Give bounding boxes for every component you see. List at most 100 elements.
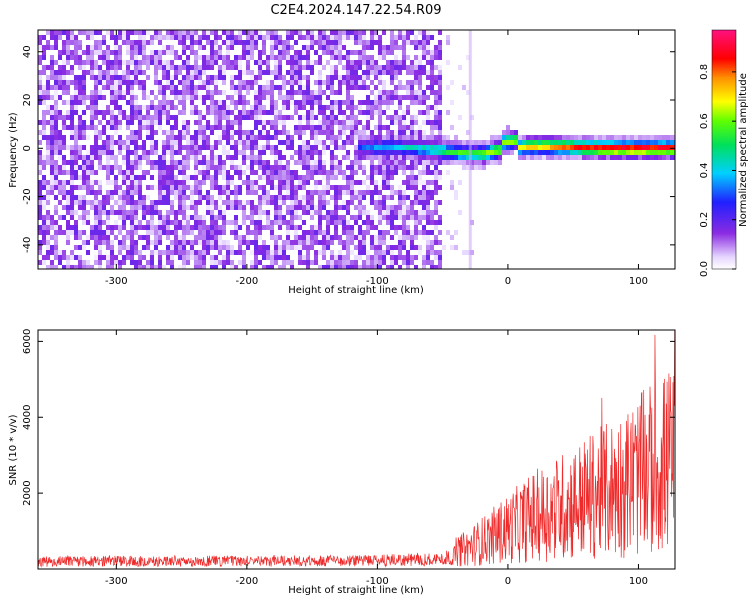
spectrogram-cell bbox=[62, 215, 66, 220]
spectrogram-cell bbox=[602, 150, 606, 155]
spectrogram-cell bbox=[482, 155, 486, 160]
spectrogram-cell bbox=[342, 45, 346, 50]
spectrogram-cell bbox=[342, 265, 346, 269]
spectrogram-cell bbox=[222, 215, 226, 220]
spectrogram-cell bbox=[98, 145, 102, 150]
spectrogram-cell bbox=[286, 130, 290, 135]
spectrogram-cell bbox=[318, 95, 322, 100]
spectrogram-cell bbox=[450, 160, 454, 165]
spectrogram-cell bbox=[414, 200, 418, 205]
spectrogram-cell bbox=[178, 80, 182, 85]
spectrogram-cell bbox=[398, 70, 402, 75]
spectrogram-cell bbox=[106, 175, 110, 180]
spectrogram-cell bbox=[438, 55, 442, 60]
spectrogram-cell bbox=[122, 70, 126, 75]
spectrogram-cell bbox=[374, 105, 378, 110]
spectrogram-cell bbox=[370, 260, 374, 265]
spectrogram-cell bbox=[182, 95, 186, 100]
spectrogram-cell bbox=[54, 160, 58, 165]
spectrogram-cell bbox=[66, 55, 70, 60]
spectrogram-cell bbox=[162, 95, 166, 100]
spectrogram-cell bbox=[434, 95, 438, 100]
spectrogram-cell bbox=[334, 260, 338, 265]
spectrogram-cell bbox=[410, 90, 414, 95]
spectrogram-cell bbox=[38, 170, 42, 175]
spectrogram-cell bbox=[130, 260, 134, 265]
spectrogram-cell bbox=[466, 160, 470, 165]
spectrogram-cell bbox=[234, 90, 238, 95]
spectrogram-cell bbox=[58, 255, 62, 260]
spectrogram-cell bbox=[166, 225, 170, 230]
spectrogram-cell bbox=[246, 185, 250, 190]
spectrogram-cell bbox=[378, 35, 382, 40]
spectrogram-cell bbox=[50, 85, 54, 90]
spectrogram-cell bbox=[438, 170, 442, 175]
spectrogram-cell bbox=[38, 155, 42, 160]
spectrogram-cell bbox=[58, 70, 62, 75]
spectrogram-cell bbox=[262, 245, 266, 250]
spectrogram-cell bbox=[222, 185, 226, 190]
spectrogram-cell bbox=[430, 105, 434, 110]
spectrogram-cell bbox=[130, 195, 134, 200]
spectrogram-cell bbox=[186, 150, 190, 155]
spectrogram-cell bbox=[358, 180, 362, 185]
spectrogram-cell bbox=[54, 205, 58, 210]
spectrogram-cell bbox=[514, 145, 518, 150]
spectrogram-cell bbox=[138, 60, 142, 65]
spectrogram-cell bbox=[426, 255, 430, 260]
spectrogram-cell bbox=[70, 170, 74, 175]
spectrogram-cell bbox=[394, 35, 398, 40]
spectrogram-cell bbox=[402, 215, 406, 220]
spectrogram-cell bbox=[270, 195, 274, 200]
spectrogram-cell bbox=[254, 245, 258, 250]
spectrogram-cell bbox=[58, 75, 62, 80]
spectrogram-cell bbox=[234, 120, 238, 125]
spectrogram-cell bbox=[390, 140, 394, 145]
spectrogram-cell bbox=[198, 75, 202, 80]
spectrogram-cell bbox=[178, 70, 182, 75]
spectrogram-cell bbox=[118, 125, 122, 130]
spectrogram-cell bbox=[166, 210, 170, 215]
spectrogram-cell bbox=[662, 155, 666, 160]
spectrogram-cell bbox=[386, 195, 390, 200]
spectrogram-cell bbox=[210, 230, 214, 235]
spectrogram-cell bbox=[42, 125, 46, 130]
spectrogram-cell bbox=[106, 135, 110, 140]
spectrogram-cell bbox=[394, 230, 398, 235]
spectrogram-cell bbox=[466, 55, 470, 60]
spectrogram-cell bbox=[434, 175, 438, 180]
spectrogram-cell bbox=[102, 75, 106, 80]
spectrogram-cell bbox=[310, 110, 314, 115]
spectrogram-cell bbox=[486, 160, 490, 165]
spectrogram-cell bbox=[354, 245, 358, 250]
spectrogram-cell bbox=[98, 155, 102, 160]
spectrogram-cell bbox=[666, 145, 670, 150]
spectrogram-cell bbox=[222, 90, 226, 95]
spectrogram-cell bbox=[138, 135, 142, 140]
spectrogram-cell bbox=[262, 240, 266, 245]
spectrogram-cell bbox=[66, 50, 70, 55]
spectrogram-cell bbox=[114, 180, 118, 185]
spectrogram-cell bbox=[490, 135, 494, 140]
spectrogram-cell bbox=[234, 205, 238, 210]
spectrogram-cell bbox=[366, 105, 370, 110]
spectrogram-cell bbox=[286, 145, 290, 150]
spectrogram-cell bbox=[170, 185, 174, 190]
spectrogram-cell bbox=[226, 95, 230, 100]
spectrogram-cell bbox=[86, 135, 90, 140]
spectrogram-cell bbox=[270, 150, 274, 155]
spectrogram-cell bbox=[106, 195, 110, 200]
spectrogram-cell bbox=[422, 135, 426, 140]
spectrogram-cell bbox=[426, 140, 430, 145]
spectrogram-cell bbox=[246, 100, 250, 105]
spectrogram-cell bbox=[190, 85, 194, 90]
spectrogram-cell bbox=[214, 180, 218, 185]
spectrogram-cell bbox=[406, 145, 410, 150]
spectrogram-cell bbox=[142, 90, 146, 95]
spectrogram-cell bbox=[42, 55, 46, 60]
spectrogram-cell bbox=[322, 195, 326, 200]
spectrogram-cell bbox=[390, 170, 394, 175]
spectrogram-cell bbox=[150, 105, 154, 110]
spectrogram-cell bbox=[350, 185, 354, 190]
spectrogram-cell bbox=[370, 175, 374, 180]
